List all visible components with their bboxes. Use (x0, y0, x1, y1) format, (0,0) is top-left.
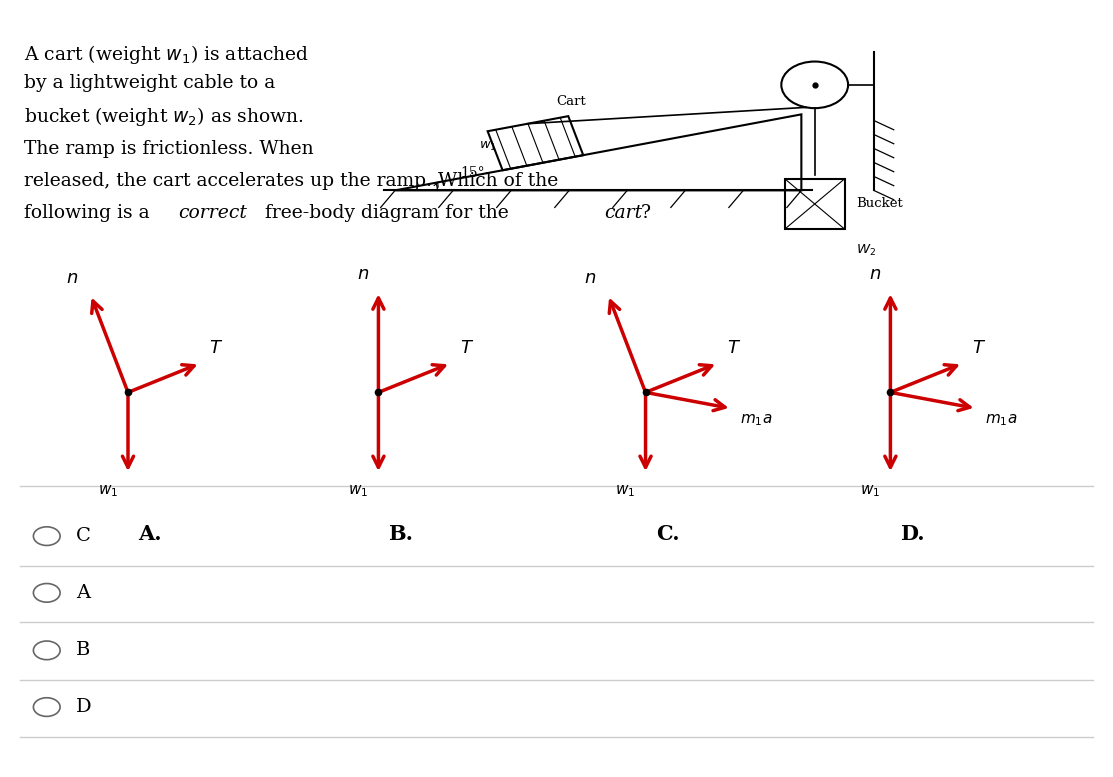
Text: following is a: following is a (24, 204, 156, 221)
Text: C: C (76, 527, 90, 545)
Text: $n$: $n$ (584, 269, 597, 287)
Text: $T$: $T$ (972, 339, 986, 357)
Text: cart: cart (604, 204, 642, 221)
Text: by a lightweight cable to a: by a lightweight cable to a (24, 74, 276, 92)
Text: B: B (76, 641, 90, 660)
Text: $T$: $T$ (209, 339, 224, 357)
Text: A: A (76, 584, 90, 602)
Text: free-body diagram for the: free-body diagram for the (259, 204, 515, 221)
Text: The ramp is frictionless. When: The ramp is frictionless. When (24, 140, 314, 158)
Text: A cart (weight $w_1$) is attached: A cart (weight $w_1$) is attached (24, 43, 309, 66)
Text: Bucket: Bucket (856, 197, 903, 211)
Text: Cart: Cart (555, 95, 585, 108)
Text: A.: A. (138, 524, 162, 545)
Text: $w_1$: $w_1$ (860, 483, 880, 499)
Text: $T$: $T$ (460, 339, 474, 357)
Text: 15°: 15° (460, 166, 485, 180)
Text: ?: ? (641, 204, 651, 221)
Text: C.: C. (656, 524, 680, 545)
Text: D.: D. (900, 524, 925, 545)
Text: D: D (76, 698, 91, 716)
Text: $m_1 a$: $m_1 a$ (985, 413, 1017, 428)
Text: $w_1$: $w_1$ (480, 141, 498, 154)
Text: released, the cart accelerates up the ramp. Which of the: released, the cart accelerates up the ra… (24, 172, 559, 190)
Text: $m_1 a$: $m_1 a$ (740, 413, 772, 428)
Text: $w_1$: $w_1$ (98, 483, 118, 499)
Text: $w_1$: $w_1$ (615, 483, 636, 499)
Text: B.: B. (388, 524, 413, 545)
Text: $n$: $n$ (67, 269, 79, 287)
Text: $n$: $n$ (357, 265, 370, 284)
Text: $n$: $n$ (869, 265, 881, 284)
Text: $T$: $T$ (727, 339, 741, 357)
Text: $W_2$: $W_2$ (856, 243, 876, 258)
Text: bucket (weight $w_2$) as shown.: bucket (weight $w_2$) as shown. (24, 105, 305, 128)
Text: correct: correct (178, 204, 247, 221)
Text: $w_1$: $w_1$ (348, 483, 368, 499)
